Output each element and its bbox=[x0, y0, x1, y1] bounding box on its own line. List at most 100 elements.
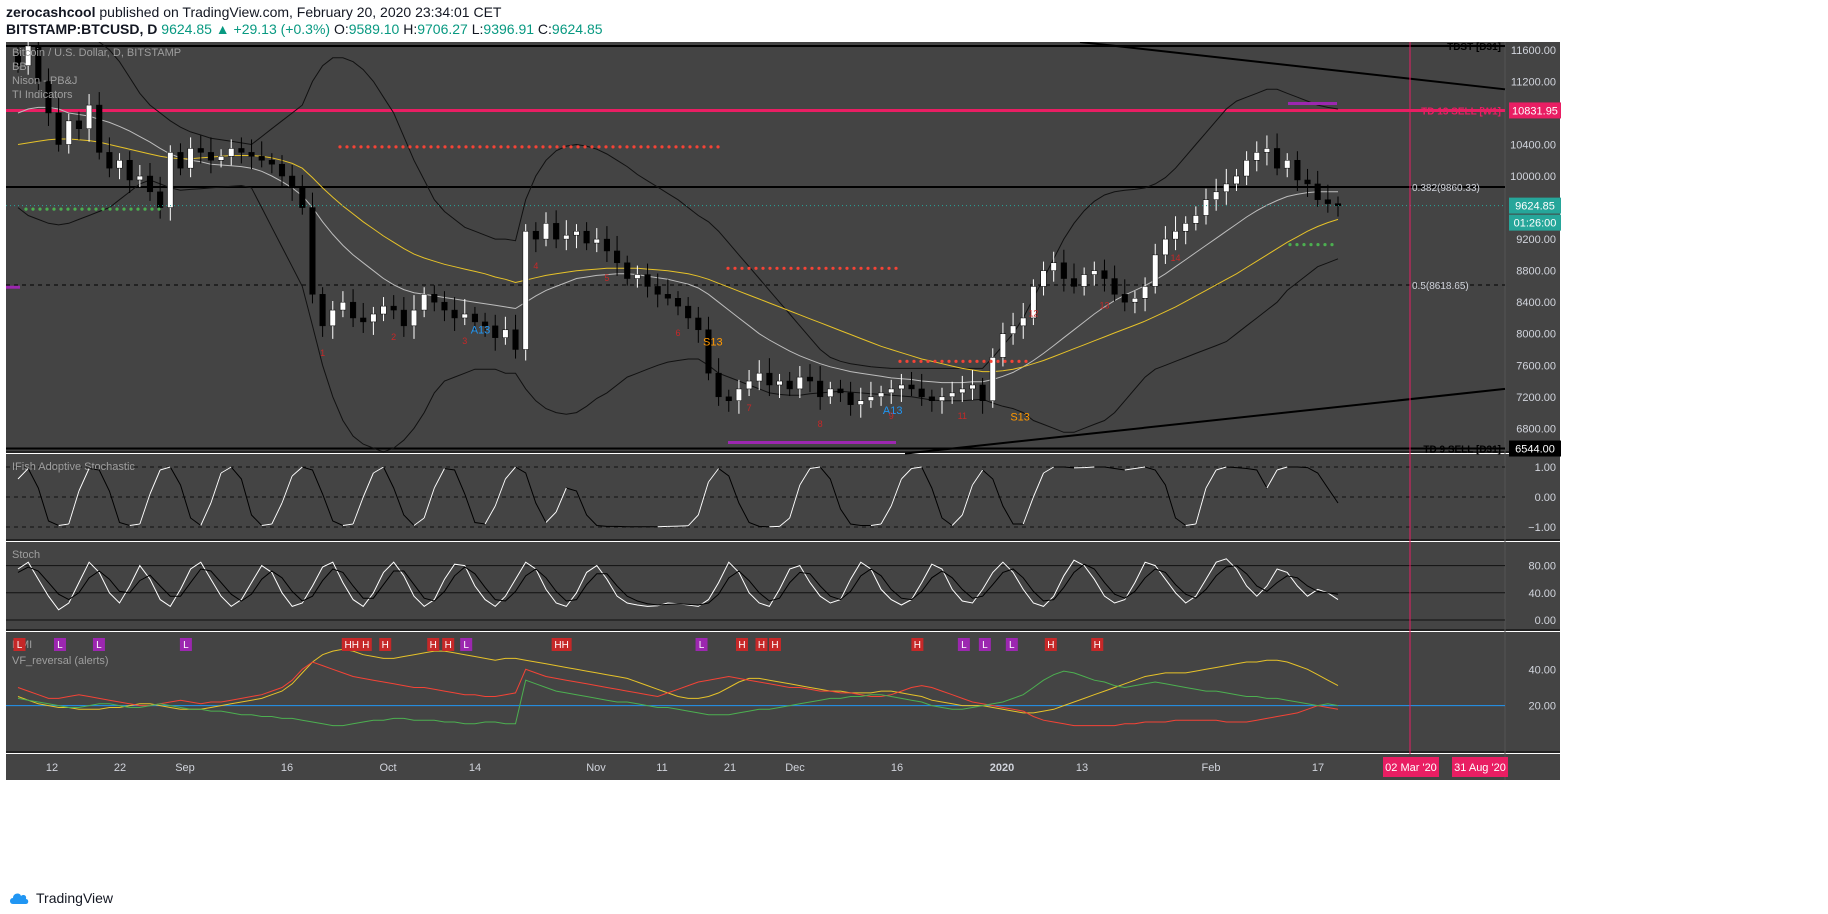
reversal-marker bbox=[92, 638, 105, 651]
x-tick-label: 22 bbox=[114, 762, 126, 774]
candle-body bbox=[1030, 286, 1037, 319]
x-tick-label: 17 bbox=[1312, 762, 1324, 774]
td-resistance-dot bbox=[674, 145, 678, 149]
td-resistance-dot bbox=[513, 145, 517, 149]
candle-body bbox=[370, 313, 377, 323]
candle-body bbox=[309, 207, 316, 295]
td-resistance-dot bbox=[947, 359, 951, 363]
candle-body bbox=[1253, 152, 1260, 161]
indicator-up-segment bbox=[1195, 487, 1207, 525]
indicator-line bbox=[17, 563, 1339, 606]
indicator-up-segment bbox=[1205, 469, 1217, 489]
tradingview-logo[interactable]: TradingView bbox=[8, 890, 113, 906]
candle-body bbox=[817, 380, 824, 398]
reversal-marker-label: H bbox=[914, 640, 921, 651]
td-resistance-dot bbox=[611, 145, 615, 149]
td-resistance-dot bbox=[919, 359, 923, 363]
legend-item: Nison - PB&J bbox=[12, 75, 77, 87]
reversal-marker bbox=[1091, 638, 1104, 651]
indicator-up-segment bbox=[1266, 469, 1278, 489]
indicator-pane: 1.00 0.00 −1.00 IFish Adoptive Stochastic bbox=[6, 461, 1556, 534]
td-support-dot bbox=[115, 207, 119, 211]
td-resistance-dot bbox=[548, 145, 552, 149]
ohlc-line: BITSTAMP:BTCUSD, D 9624.85 ▲ +29.13 (+0.… bbox=[6, 21, 603, 37]
reversal-marker bbox=[341, 638, 362, 651]
candle-body bbox=[1111, 278, 1118, 295]
y-tick-label: 10000.00 bbox=[1510, 171, 1556, 183]
candle-body bbox=[563, 234, 570, 240]
candle-body bbox=[746, 380, 753, 390]
indicator-pane: 80.00 40.00 0.00 Stoch bbox=[6, 549, 1556, 627]
td-resistance-dot bbox=[996, 359, 1000, 363]
indicator-up-segment bbox=[901, 468, 912, 480]
td-resistance-dot bbox=[464, 145, 468, 149]
close-value: 9624.85 bbox=[551, 21, 603, 37]
reversal-marker bbox=[978, 638, 991, 651]
candle-body bbox=[1101, 270, 1108, 279]
td-resistance-dot bbox=[989, 359, 993, 363]
candle-body bbox=[989, 357, 996, 401]
reversal-marker-label: H bbox=[382, 640, 389, 651]
reversal-marker-label: H bbox=[445, 640, 452, 651]
reversal-marker bbox=[1044, 638, 1057, 651]
reversal-marker bbox=[379, 638, 392, 651]
indicator-up-segment bbox=[210, 472, 222, 504]
candle-body bbox=[278, 163, 286, 177]
td-resistance-dot bbox=[740, 266, 744, 270]
candle-body bbox=[969, 384, 976, 390]
countdown-tag bbox=[1509, 214, 1561, 231]
low-value: 9396.91 bbox=[483, 21, 535, 37]
candle-body bbox=[65, 120, 72, 145]
support-trendline bbox=[904, 387, 1506, 455]
indicator-up-segment bbox=[545, 511, 557, 523]
indicator-up-segment bbox=[951, 514, 963, 526]
candle-body bbox=[14, 53, 22, 66]
up-triangle-icon: ▲ bbox=[215, 21, 230, 37]
pane-background bbox=[6, 632, 1505, 752]
candle-body bbox=[827, 388, 834, 398]
indicator-subtitle: VF_reversal (alerts) bbox=[12, 655, 109, 667]
td-resistance-dot bbox=[838, 266, 842, 270]
candle-body bbox=[999, 333, 1006, 358]
indicator-up-segment bbox=[139, 493, 151, 525]
candle-body bbox=[806, 376, 814, 382]
td-resistance-dot bbox=[359, 145, 363, 149]
legend-item: BB bbox=[12, 61, 27, 73]
td-resistance-dot bbox=[768, 266, 772, 270]
td-resistance-dot bbox=[933, 359, 937, 363]
indicator-up-segment bbox=[129, 523, 140, 526]
price-tag-label: 10831.95 bbox=[1512, 105, 1558, 117]
candle-body bbox=[471, 313, 478, 323]
td-count-label: 8 bbox=[818, 419, 823, 429]
candle-body bbox=[441, 301, 448, 311]
indicator-up-segment bbox=[352, 496, 364, 525]
candle-body bbox=[1182, 223, 1189, 232]
x-tick-label: Feb bbox=[1202, 762, 1221, 774]
candle-body bbox=[96, 104, 103, 153]
td-resistance-dot bbox=[681, 145, 685, 149]
td-resistance-dot bbox=[1017, 359, 1021, 363]
td-count-label: 12 bbox=[1028, 308, 1038, 318]
price-tag bbox=[1509, 102, 1561, 119]
author-name[interactable]: zerocashcool bbox=[6, 4, 96, 20]
td-resistance-dot bbox=[597, 145, 601, 149]
indicator-up-segment bbox=[911, 466, 922, 469]
x-tick-label: 2020 bbox=[990, 762, 1014, 774]
resistance-trendline bbox=[1079, 42, 1506, 91]
td-support-dot bbox=[38, 207, 42, 211]
candle-body bbox=[502, 329, 509, 338]
level-label: TD 9 SELL [D31] bbox=[1423, 445, 1501, 456]
td-resistance-dot bbox=[583, 145, 587, 149]
indicator-up-segment bbox=[708, 468, 720, 483]
td-resistance-dot bbox=[443, 145, 447, 149]
chart-canvas[interactable]: 11600.0011200.0010800.0010400.0010000.00… bbox=[0, 42, 1828, 882]
td-resistance-dot bbox=[436, 145, 440, 149]
td-resistance-dot bbox=[975, 359, 979, 363]
td-resistance-dot bbox=[639, 145, 643, 149]
candle-body bbox=[492, 325, 499, 338]
date-tag bbox=[1383, 757, 1439, 777]
td-resistance-dot bbox=[873, 266, 877, 270]
indicator-up-segment bbox=[160, 466, 171, 471]
candle-body bbox=[421, 294, 428, 311]
candle-body bbox=[1040, 270, 1047, 287]
